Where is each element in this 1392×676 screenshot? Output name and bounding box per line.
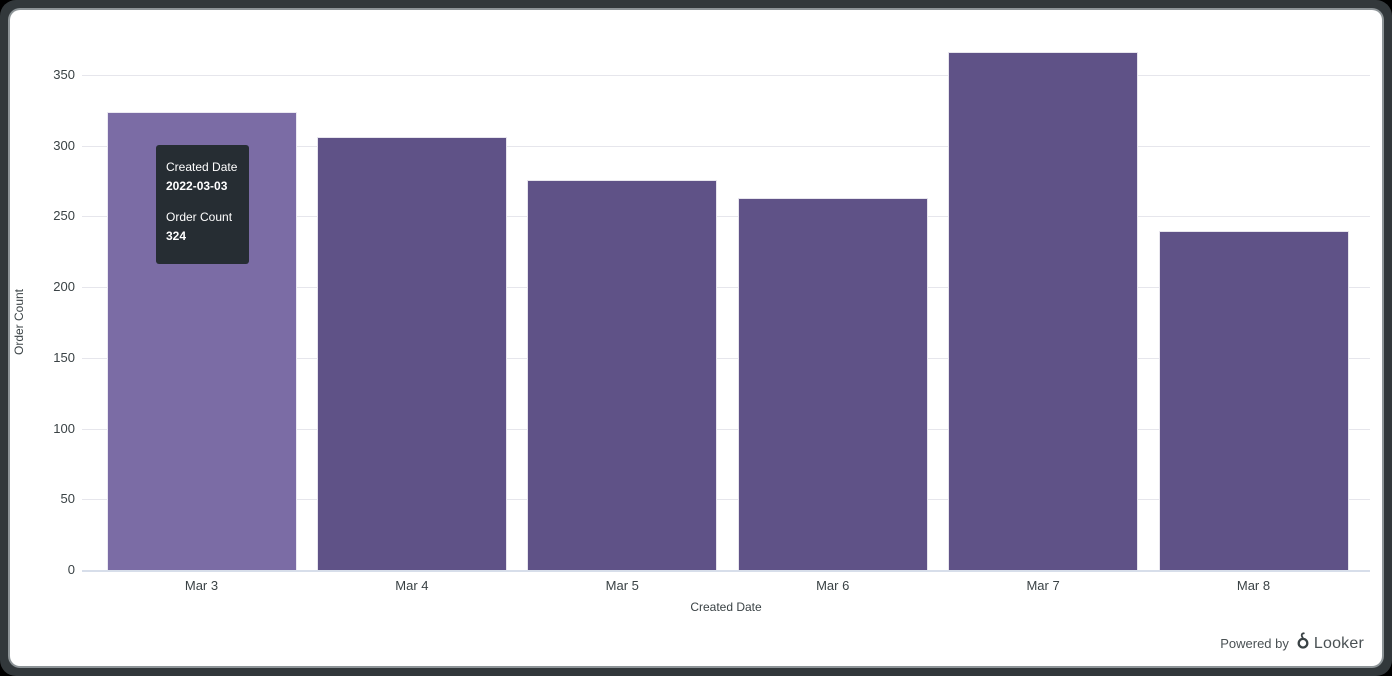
gridline [82,357,1370,359]
x-tick-label: Mar 7 [1026,578,1060,593]
tooltip-row: Created Date 2022-03-03 [166,158,239,196]
tooltip: Created Date 2022-03-03 Order Count 324 [156,145,249,264]
bar-mar-7[interactable] [948,52,1139,570]
y-tick-label: 250 [53,208,75,224]
tooltip-row: Order Count 324 [166,208,239,246]
y-tick-label: 50 [60,491,75,507]
powered-by-brand: Looker [1313,634,1364,652]
x-tick-label: Mar 5 [605,578,639,593]
y-tick-label: 0 [67,562,75,577]
tooltip-label: Created Date [166,160,238,174]
x-axis-line [82,570,1370,572]
tooltip-value: 324 [166,229,187,243]
x-axis-title: Created Date [690,600,762,614]
powered-by[interactable]: Powered by Looker [1220,632,1364,655]
plot-area: 0 50 100 150 200 250 300 350 Mar 3 Mar 4 Mar 5 Mar … [10,10,1382,666]
y-tick-label: 200 [53,279,75,295]
x-tick-label: Mar 6 [816,578,850,593]
gridline [82,145,1370,147]
x-tick-label: Mar 4 [395,578,429,593]
y-tick-label: 300 [53,137,75,153]
tooltip-value: 2022-03-03 [166,179,228,193]
bar-mar-5[interactable] [527,179,718,570]
gridline [82,216,1370,218]
tooltip-label: Order Count [166,210,233,224]
bar-mar-4[interactable] [316,137,507,570]
gridline [82,287,1370,289]
x-tick-label: Mar 8 [1236,578,1271,593]
gridline [82,499,1370,501]
bar-mar-8[interactable] [1158,230,1349,570]
y-axis-title: Order Count [12,288,26,356]
gridline [82,428,1370,430]
bar-mar-6[interactable] [737,198,928,570]
chart-card: 0 50 100 150 200 250 300 350 Mar 3 Mar 4 Mar 5 Mar … [10,10,1382,666]
x-tick-label: Mar 3 [184,578,219,593]
y-tick-label: 100 [53,420,75,436]
gridline [82,75,1370,76]
powered-by-label: Powered by [1220,636,1289,651]
y-tick-label: 350 [53,67,75,82]
looker-logo-icon [1296,632,1310,655]
y-tick-label: 150 [53,349,75,365]
